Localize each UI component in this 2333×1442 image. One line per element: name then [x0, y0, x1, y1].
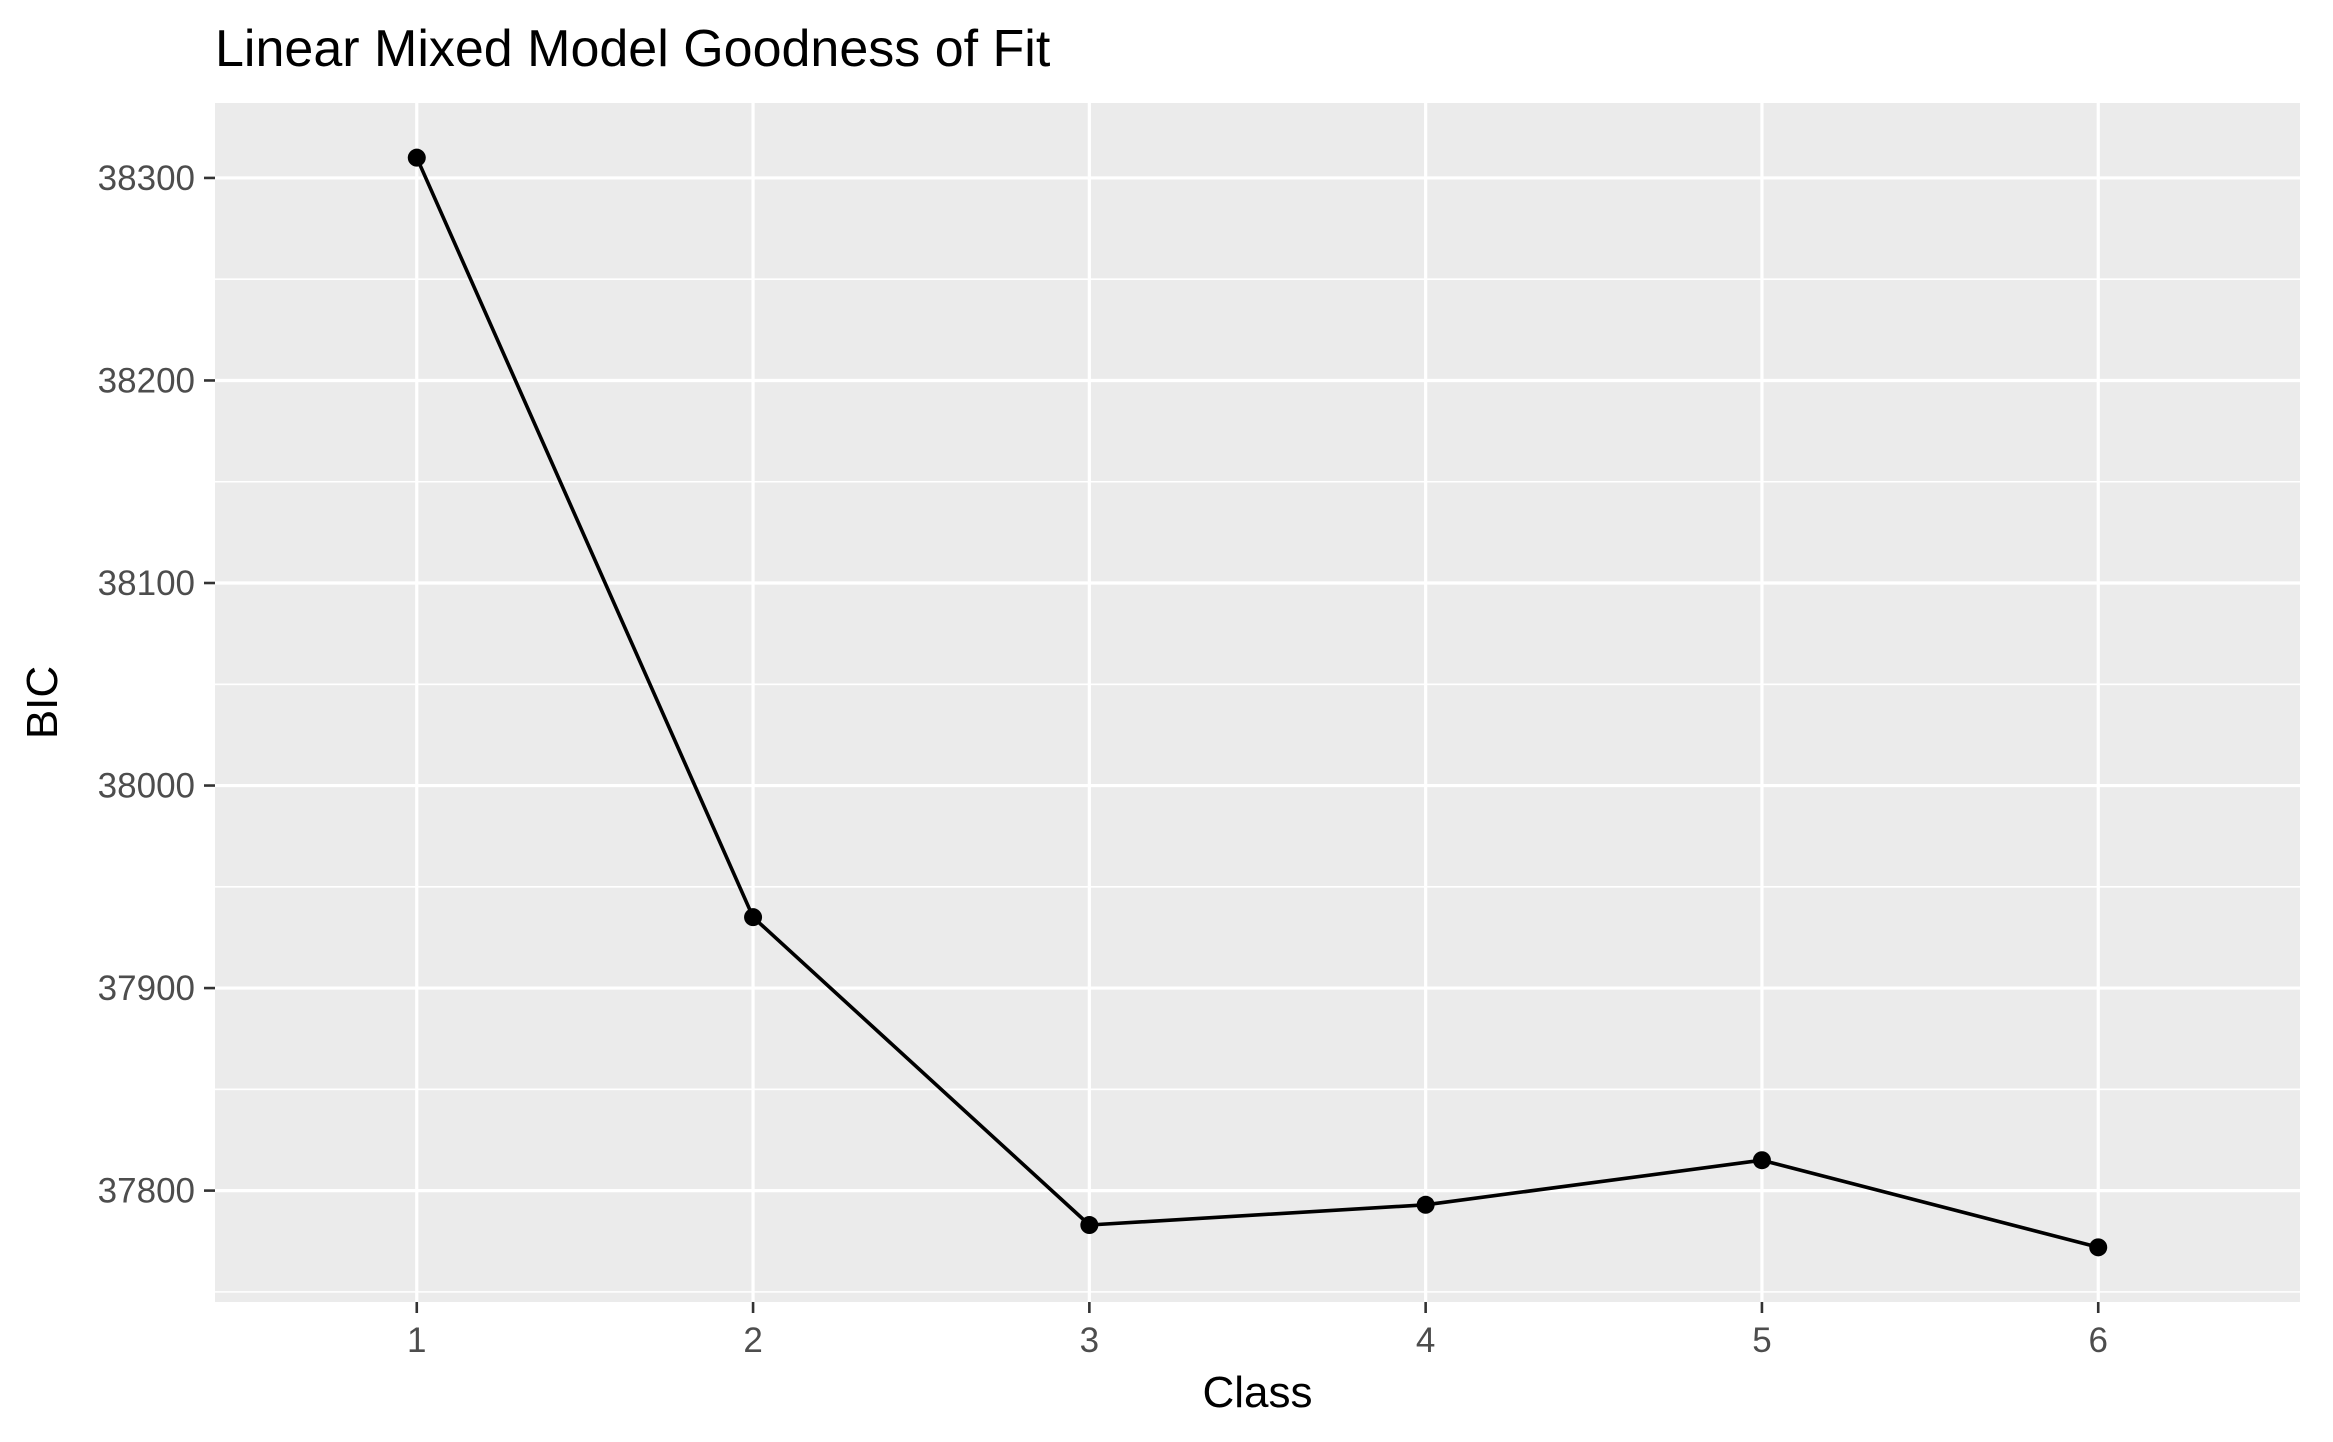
y-tick-label: 38300 [98, 159, 195, 198]
y-tick-label: 38100 [98, 564, 195, 603]
data-point-class-1 [407, 148, 426, 167]
data-point-class-4 [1416, 1195, 1435, 1214]
major-gridlines [215, 103, 2300, 1302]
y-axis: 37800 37900 38000 38100 38200 38300 [98, 159, 215, 1211]
plot-panel [215, 103, 2300, 1302]
minor-gridlines [215, 278, 2300, 1293]
x-axis: 1 2 3 4 5 6 [407, 1302, 2108, 1360]
chart-title: Linear Mixed Model Goodness of Fit [215, 20, 1051, 78]
y-tick-label: 38000 [98, 767, 195, 806]
data-point-class-5 [1752, 1151, 1771, 1170]
y-axis-title: BIC [18, 666, 67, 739]
x-tick-label: 2 [743, 1321, 762, 1360]
y-tick-label: 37900 [98, 969, 195, 1008]
x-tick-label: 3 [1080, 1321, 1099, 1360]
bic-line [415, 156, 2099, 1250]
y-tick-label: 38200 [98, 361, 195, 400]
data-point-class-6 [2089, 1238, 2108, 1257]
x-tick-label: 5 [1752, 1321, 1771, 1360]
bic-series [407, 148, 2108, 1257]
x-tick-label: 1 [407, 1321, 426, 1360]
data-point-class-2 [744, 908, 763, 927]
x-tick-label: 4 [1416, 1321, 1435, 1360]
x-axis-title: Class [1202, 1368, 1312, 1417]
x-tick-label: 6 [2088, 1321, 2107, 1360]
data-point-class-3 [1080, 1216, 1099, 1235]
y-tick-label: 37800 [98, 1172, 195, 1211]
